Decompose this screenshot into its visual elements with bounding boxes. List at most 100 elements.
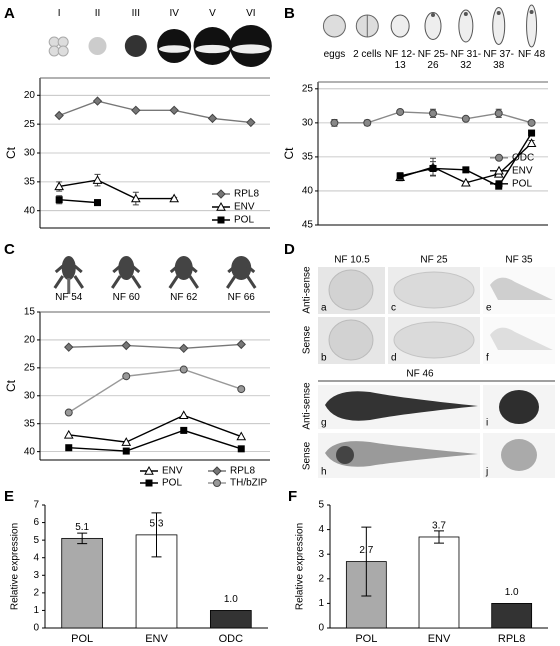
stage-label: NF 54	[55, 292, 83, 303]
image-letter: f	[486, 353, 489, 364]
body	[118, 256, 135, 280]
eye	[529, 10, 534, 14]
legend-label: RPL8	[230, 466, 255, 477]
series-line	[68, 368, 242, 414]
marker	[131, 105, 141, 116]
stage-label: II	[94, 8, 101, 19]
y-tick-label: 45	[302, 220, 314, 231]
marker	[63, 429, 74, 439]
marker	[237, 385, 246, 394]
y-tick-label: 25	[302, 83, 314, 94]
embryo	[328, 319, 374, 361]
marker	[180, 426, 188, 434]
embryo	[393, 321, 475, 359]
marker	[207, 113, 218, 124]
panel-letter: F	[288, 488, 297, 505]
stage-label: NF 48	[517, 49, 546, 60]
value-label: 5.3	[150, 519, 164, 530]
bar	[491, 603, 533, 629]
stage-label: NF 60	[112, 292, 140, 303]
marker	[396, 107, 405, 116]
marker	[330, 118, 339, 127]
stage-label: NF 10.5	[334, 255, 370, 266]
marker	[526, 138, 537, 147]
stage-label: NF 35	[505, 255, 533, 266]
series-line	[68, 343, 242, 350]
panel-letter: A	[4, 5, 15, 22]
error-bar	[361, 526, 372, 597]
egg-band	[195, 44, 230, 54]
y-tick-label: 5	[318, 500, 324, 511]
legend-marker	[212, 466, 222, 476]
legend-marker	[494, 165, 504, 175]
marker	[429, 164, 437, 172]
legs	[111, 264, 142, 289]
marker	[92, 175, 103, 184]
legend-marker	[145, 479, 153, 487]
legend-label: POL	[234, 215, 254, 226]
egg-band	[231, 44, 270, 54]
legend-marker	[216, 189, 226, 199]
marker	[169, 193, 180, 203]
marker	[429, 109, 437, 118]
y-tick-label: 0	[318, 623, 324, 634]
panel-letter: C	[4, 241, 15, 258]
image-letter: d	[391, 353, 397, 364]
stage-label: V	[209, 8, 216, 19]
y-tick-label: 4	[318, 524, 324, 535]
legs	[53, 264, 84, 289]
stage-label: NF 66	[227, 292, 255, 303]
stage-label: eggs	[323, 49, 346, 60]
egg	[322, 14, 346, 38]
row-label: Anti-sense	[302, 382, 313, 430]
embryo	[390, 14, 410, 38]
y-axis-title: Relative expression	[295, 523, 306, 610]
bar	[209, 610, 252, 629]
head	[499, 390, 539, 424]
egg	[124, 35, 147, 57]
marker	[527, 118, 536, 127]
stage-label: NF 25	[420, 255, 448, 266]
body	[61, 256, 76, 280]
error-bar	[77, 532, 88, 545]
y-tick-label: 0	[33, 623, 39, 634]
marker	[55, 196, 63, 204]
y-tick-label: 1	[318, 598, 324, 609]
eye	[336, 446, 354, 464]
image-letter: b	[321, 353, 327, 364]
x-tick-label: POL	[71, 633, 93, 645]
series-line	[68, 429, 242, 452]
body	[231, 256, 252, 280]
legend-label: POL	[512, 178, 532, 189]
embryo	[328, 269, 374, 311]
legend-label: ENV	[162, 466, 183, 477]
y-tick-label: 30	[24, 390, 36, 401]
y-tick-label: 20	[24, 335, 36, 346]
x-tick-label: ENV	[428, 633, 451, 645]
marker	[494, 109, 503, 118]
panel-letter: B	[284, 5, 295, 22]
image-letter: h	[321, 467, 327, 478]
y-tick-label: 7	[33, 500, 39, 511]
image-letter: e	[486, 303, 492, 314]
x-tick-label: ENV	[145, 633, 168, 645]
legend-label: ENV	[234, 202, 255, 213]
y-tick-label: 6	[33, 517, 39, 528]
marker	[121, 340, 131, 351]
stage-label: IV	[169, 8, 179, 19]
legend-label: ENV	[512, 165, 533, 176]
marker	[94, 199, 101, 207]
marker	[169, 105, 179, 116]
y-axis-title: Ct	[282, 147, 296, 160]
stage-label: NF 37-38	[483, 49, 514, 71]
legend-marker	[144, 465, 154, 475]
y-tick-label: 30	[302, 117, 314, 128]
y-tick-label: 35	[302, 152, 314, 163]
panel-letter: E	[4, 488, 14, 505]
error-bar	[151, 512, 162, 558]
panel-letter: D	[284, 241, 295, 258]
marker	[236, 431, 247, 441]
legend-label: RPL8	[234, 189, 259, 200]
y-tick-label: 2	[318, 573, 324, 584]
y-axis-title: Ct	[4, 379, 18, 392]
